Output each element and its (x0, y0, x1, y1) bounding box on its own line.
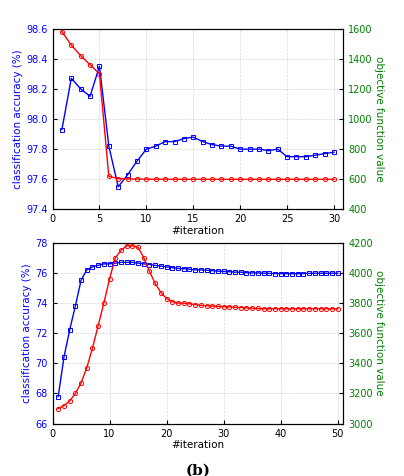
X-axis label: #iteration: #iteration (171, 440, 225, 450)
Text: (b): (b) (185, 464, 210, 476)
Y-axis label: objective function value: objective function value (374, 270, 384, 396)
Y-axis label: objective function value: objective function value (374, 56, 384, 182)
Y-axis label: classification accuracy (%): classification accuracy (%) (13, 49, 23, 189)
Y-axis label: classification accuracy (%): classification accuracy (%) (22, 263, 32, 403)
X-axis label: #iteration: #iteration (171, 226, 225, 236)
Text: (a): (a) (186, 249, 210, 263)
